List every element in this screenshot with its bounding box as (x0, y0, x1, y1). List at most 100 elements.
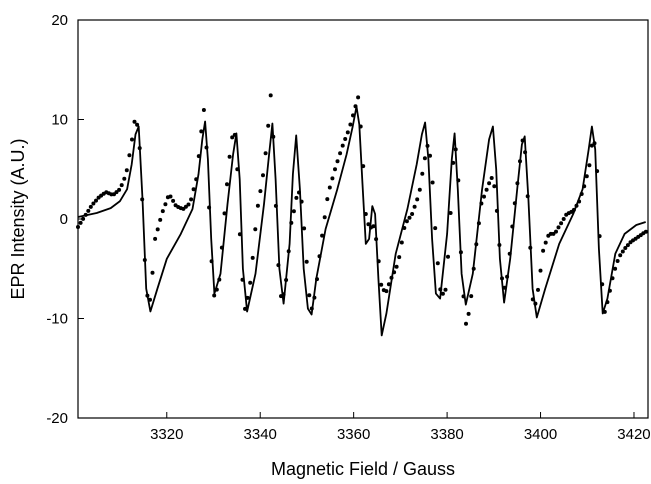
experimental-point (530, 297, 535, 302)
experimental-point (451, 160, 456, 165)
experimental-point (577, 199, 582, 204)
experimental-point (487, 181, 492, 186)
experimental-point (297, 190, 301, 195)
x-tick-label: 3340 (244, 426, 277, 443)
experimental-point (217, 277, 222, 282)
x-tick-label: 3420 (617, 426, 650, 443)
experimental-point (76, 225, 80, 229)
experimental-point (528, 245, 533, 250)
experimental-point (435, 261, 440, 266)
experimental-point (574, 203, 579, 208)
experimental-point (453, 147, 458, 152)
experimental-point (150, 270, 155, 275)
experimental-point (294, 195, 299, 200)
experimental-point (194, 177, 199, 182)
experimental-point (140, 197, 145, 202)
experimental-point (561, 217, 566, 221)
experimental-point (458, 250, 463, 255)
experimental-point (407, 215, 412, 220)
experimental-point (222, 211, 227, 216)
experimental-point (556, 225, 561, 230)
x-tick-label: 3360 (337, 426, 370, 443)
experimental-point (489, 176, 494, 180)
experimental-point (94, 198, 98, 203)
y-axis-ticks: -20 -10 0 10 20 (46, 12, 84, 427)
experimental-point (91, 201, 96, 206)
experimental-point (371, 224, 376, 229)
y-tick-label: -20 (46, 410, 68, 427)
experimental-point (397, 255, 402, 260)
simulated-spectrum-line (77, 105, 646, 337)
experimental-point (271, 134, 276, 139)
experimental-point (268, 93, 273, 98)
experimental-point (597, 234, 602, 239)
experimental-point (353, 104, 358, 109)
experimental-point (520, 138, 525, 143)
experimental-point (273, 203, 278, 208)
experimental-point (124, 168, 129, 173)
experimental-point (153, 236, 158, 241)
experimental-point (209, 259, 214, 264)
experimental-point (399, 240, 404, 245)
experimental-point (81, 216, 86, 221)
experimental-point (543, 240, 548, 245)
experimental-point (219, 245, 224, 250)
experimental-point (299, 199, 304, 204)
experimental-point (456, 178, 461, 183)
experimental-point (196, 154, 201, 159)
experimental-point (199, 129, 204, 134)
experimental-point (114, 190, 119, 195)
experimental-point (623, 246, 628, 250)
experimental-point (158, 217, 163, 222)
experimental-point (317, 254, 322, 259)
y-tick-label: 0 (60, 211, 68, 228)
experimental-point (615, 259, 620, 263)
experimental-point (484, 187, 489, 192)
experimental-point (584, 174, 589, 179)
experimental-point (258, 189, 263, 194)
experimental-point (325, 197, 330, 202)
experimental-point (78, 220, 83, 225)
experimental-point (289, 220, 294, 225)
experimental-point (505, 274, 510, 279)
experimental-point (482, 194, 486, 199)
experimental-point (376, 259, 381, 264)
experimental-point (248, 280, 253, 285)
experimental-point (523, 150, 528, 155)
experimental-point (582, 184, 587, 189)
experimental-point (330, 176, 335, 181)
experimental-point (122, 176, 127, 181)
experimental-point (351, 113, 355, 118)
experimental-point (284, 278, 289, 282)
experimental-point (276, 263, 281, 268)
x-tick-label: 3400 (524, 426, 557, 443)
experimental-point (443, 287, 448, 292)
experimental-point (338, 151, 343, 156)
experimental-point (168, 194, 173, 199)
experimental-point (518, 159, 522, 164)
experimental-point (384, 289, 389, 294)
experimental-point (438, 287, 443, 292)
experimental-point (348, 122, 353, 127)
experimental-point (361, 164, 366, 169)
experimental-point (135, 122, 140, 127)
experimental-point (204, 145, 209, 150)
experimental-point (643, 229, 648, 234)
experimental-point (309, 306, 314, 311)
experimental-point (286, 249, 291, 254)
experimental-point (479, 201, 484, 206)
experimental-point (335, 159, 340, 164)
experimental-spectrum-dots (76, 93, 648, 326)
experimental-point (132, 119, 137, 124)
experimental-point (137, 146, 142, 151)
experimental-point (389, 275, 394, 280)
experimental-point (559, 221, 564, 226)
experimental-point (263, 151, 268, 156)
experimental-point (422, 156, 427, 161)
experimental-point (587, 163, 592, 168)
experimental-point (610, 276, 615, 281)
experimental-point (191, 187, 196, 192)
experimental-point (448, 211, 453, 215)
experimental-point (261, 173, 265, 178)
